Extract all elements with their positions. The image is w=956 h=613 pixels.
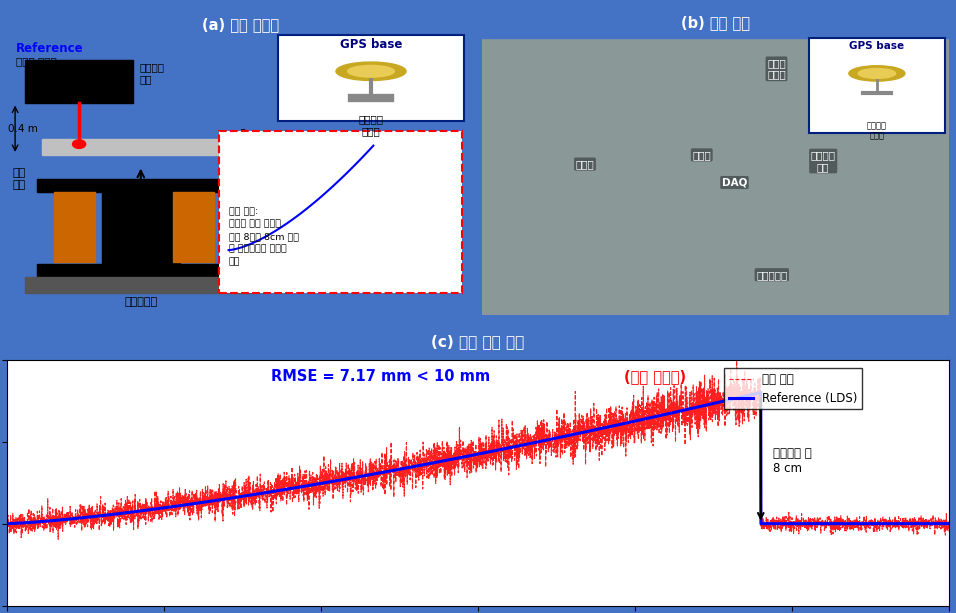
FancyBboxPatch shape	[219, 131, 462, 292]
Text: 최대변위 약
8 cm: 최대변위 약 8 cm	[773, 447, 812, 475]
Text: (c) 변위 추정 결과: (c) 변위 추정 결과	[431, 334, 525, 349]
Text: (b) 실험 사진: (b) 실험 사진	[682, 15, 750, 30]
Text: 스마트볼
센서: 스마트볼 센서	[811, 150, 836, 172]
Ellipse shape	[348, 66, 395, 77]
추정 변위	[720, 406, 731, 413]
추정 변위	[1, 517, 12, 525]
Ellipse shape	[858, 69, 896, 78]
Bar	[26, 277, 254, 292]
Text: 스마트볼
센서: 스마트볼 센서	[140, 63, 164, 84]
Text: (a) 실험 개요도: (a) 실험 개요도	[202, 17, 279, 32]
Ellipse shape	[336, 62, 406, 80]
Reference (LDS)	[445, 456, 456, 463]
추정 변위	[551, 454, 562, 461]
Reference (LDS)	[33, 518, 45, 525]
Bar	[172, 192, 213, 262]
추정 변위	[53, 536, 64, 543]
Bar	[7, 7, 474, 41]
Reference (LDS)	[944, 520, 955, 527]
Text: 레이저
변위계: 레이저 변위계	[767, 58, 786, 80]
Bar	[102, 192, 180, 264]
Bar	[37, 179, 243, 192]
Legend: 추정 변위, Reference (LDS): 추정 변위, Reference (LDS)	[725, 368, 862, 409]
Bar	[37, 264, 243, 278]
Reference (LDS)	[1, 520, 12, 527]
Ellipse shape	[849, 66, 905, 81]
추정 변위	[576, 427, 587, 434]
Line: 추정 변위: 추정 변위	[7, 358, 949, 539]
Text: (과제 목표치): (과제 목표치)	[624, 370, 686, 384]
Reference (LDS)	[363, 471, 375, 479]
Reference (LDS)	[576, 429, 587, 436]
Text: GPS base: GPS base	[339, 38, 402, 51]
Text: 탈리스만
안테나: 탈리스만 안테나	[867, 121, 887, 140]
FancyBboxPatch shape	[277, 35, 465, 121]
Text: 모달쉐이커: 모달쉐이커	[756, 270, 788, 280]
FancyBboxPatch shape	[809, 38, 945, 134]
Text: 5 m: 5 m	[240, 129, 261, 139]
Text: 레이저 변위계: 레이저 변위계	[16, 56, 56, 66]
Reference (LDS)	[720, 397, 731, 405]
Bar	[54, 192, 96, 262]
Text: DAQ: DAQ	[722, 178, 748, 188]
Text: RMSE = 7.17 mm < 10 mm: RMSE = 7.17 mm < 10 mm	[271, 370, 495, 384]
Text: Reference: Reference	[16, 42, 84, 55]
Text: 모달쉐이커: 모달쉐이커	[124, 297, 158, 306]
추정 변위	[445, 460, 456, 467]
Text: 탈리스만
안테나: 탈리스만 안테나	[358, 114, 383, 136]
추정 변위	[730, 354, 742, 362]
Text: 0.4 m: 0.4 m	[8, 124, 38, 134]
Circle shape	[73, 140, 86, 148]
Bar	[482, 7, 949, 38]
추정 변위	[944, 517, 955, 525]
추정 변위	[33, 507, 45, 514]
Text: GPS base: GPS base	[849, 41, 904, 51]
Line: Reference (LDS): Reference (LDS)	[7, 392, 949, 524]
Text: 가진 신호:
화재시 변위 모사를
위해 8분간 8cm 변위
가 발생하도록 서서히
가진: 가진 신호: 화재시 변위 모사를 위해 8분간 8cm 변위 가 발생하도록 …	[228, 207, 298, 266]
Text: 가진
방향: 가진 방향	[12, 168, 26, 189]
Bar	[42, 140, 228, 155]
추정 변위	[363, 481, 375, 488]
Bar	[26, 59, 133, 102]
Text: 컴퓨터: 컴퓨터	[576, 159, 595, 169]
Text: 공유기: 공유기	[692, 150, 711, 160]
Reference (LDS)	[550, 435, 561, 442]
Reference (LDS)	[755, 389, 767, 396]
